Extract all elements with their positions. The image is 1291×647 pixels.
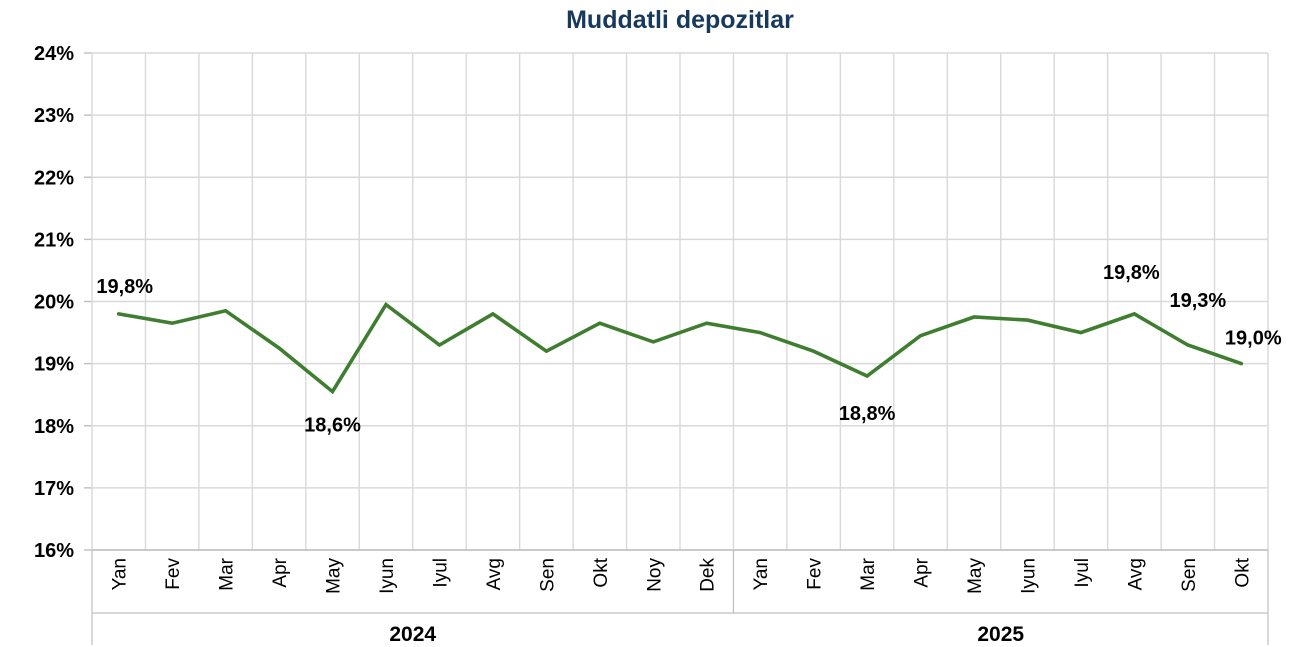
x-axis-month-label: Fev: [163, 558, 184, 590]
data-label: 18,6%: [304, 415, 361, 437]
x-axis-month-label: Fev: [805, 558, 826, 590]
x-axis-month-label: Apr: [270, 557, 291, 587]
series-line-muddatli-depozitlar: [116, 301, 1244, 395]
data-label: 19,8%: [96, 276, 153, 298]
x-axis-month-label: Okt: [1232, 557, 1253, 587]
y-axis-label: 21%: [34, 229, 74, 251]
y-axis-label: 23%: [34, 105, 74, 127]
x-axis-month-label: Noy: [644, 558, 665, 592]
data-label: 19,8%: [1103, 262, 1160, 284]
x-axis-month-label: Avg: [484, 558, 505, 590]
x-axis-month-label: Iyun: [1018, 558, 1039, 594]
y-axis-label: 16%: [34, 540, 74, 562]
y-axis-label: 22%: [34, 167, 74, 189]
data-label: 19,0%: [1225, 328, 1282, 350]
x-axis-month-label: Iyul: [1072, 558, 1093, 588]
year-label: 2024: [389, 623, 436, 646]
x-axis-month-label: Mar: [217, 557, 238, 590]
x-axis-month-label: May: [965, 558, 986, 594]
x-axis-month-label: Iyun: [377, 558, 398, 594]
x-axis-month-label: Sen: [1179, 558, 1200, 592]
y-axis-label: 17%: [34, 478, 74, 500]
x-axis-month-label: Okt: [591, 557, 612, 587]
x-axis-month-label: Avg: [1125, 558, 1146, 590]
x-axis-month-label: Apr: [912, 557, 933, 587]
year-label: 2025: [977, 623, 1024, 646]
x-axis-month-label: May: [324, 558, 345, 594]
x-axis-month-label: Dek: [698, 558, 719, 592]
chart-title: Muddatli depozitlar: [566, 6, 794, 34]
y-axis-label: 18%: [34, 416, 74, 438]
x-axis-month-label: Sen: [537, 558, 558, 592]
x-axis-month-label: Iyul: [430, 558, 451, 588]
y-axis-label: 24%: [34, 43, 74, 65]
data-label: 18,8%: [839, 403, 896, 425]
x-axis-month-label: Mar: [858, 557, 879, 590]
x-axis-month-label: Yan: [751, 558, 772, 590]
y-axis-label: 19%: [34, 354, 74, 376]
y-axis-label: 20%: [34, 292, 74, 314]
x-axis-month-label: Yan: [110, 558, 131, 590]
data-label: 19,3%: [1169, 290, 1226, 312]
